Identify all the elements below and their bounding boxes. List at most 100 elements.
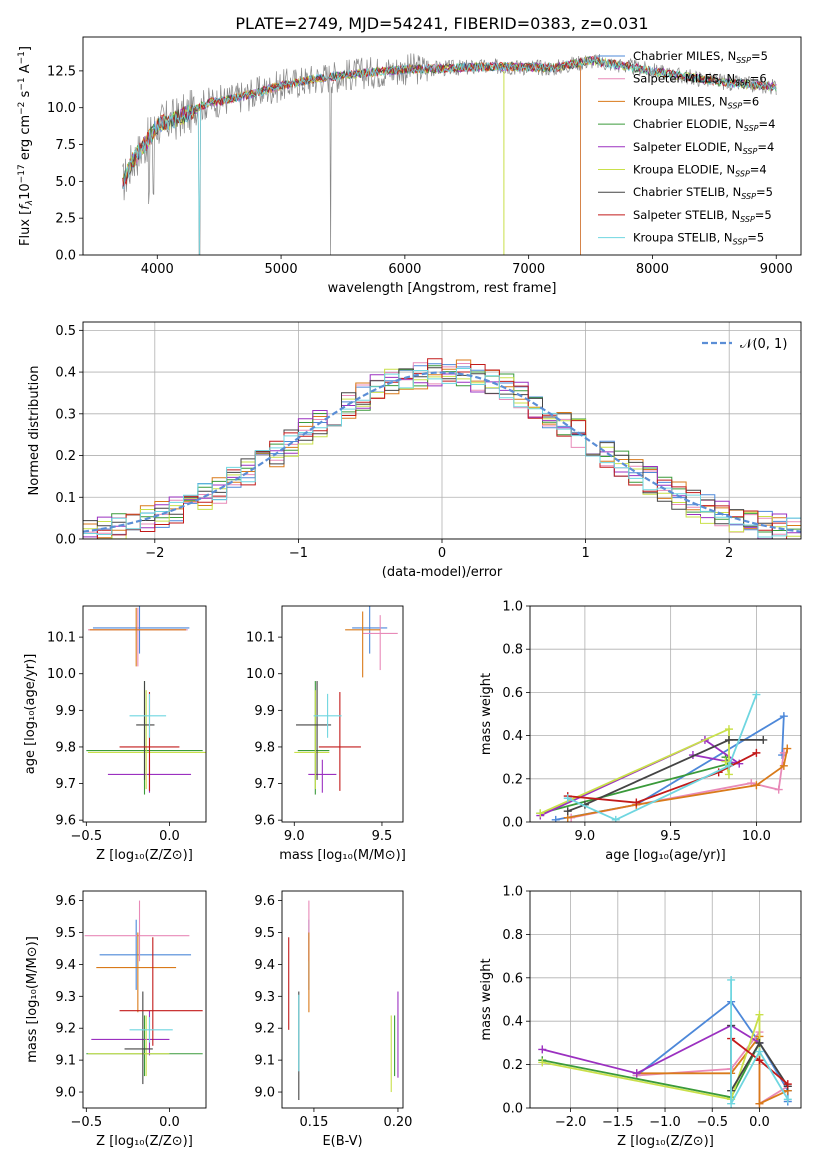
weight-marker-salpeter_miles <box>774 785 783 794</box>
legend-sub: SSP <box>741 192 756 201</box>
legend-entry: 𝒩(0, 1) <box>740 337 787 352</box>
x-tick-label: 6000 <box>388 262 421 277</box>
weight-marker-kroupa_stelib <box>724 761 733 770</box>
weight-marker-chabrier_miles <box>551 815 560 822</box>
weight-line-salpeter_stelib <box>567 752 757 804</box>
x-tick-label: 4000 <box>141 262 174 277</box>
y-tick-label: 0.4 <box>55 366 76 381</box>
legend-tail: =4 <box>757 140 774 154</box>
legend-tail: =4 <box>759 117 776 131</box>
y-axis-label: Normed distribution <box>27 366 42 496</box>
x-tick-label: 5000 <box>265 262 298 277</box>
y-label-part: −17 <box>17 164 27 183</box>
y-tick-label: 0.6 <box>502 971 523 986</box>
y-tick-label: 9.2 <box>55 1022 76 1037</box>
weight-line-chabrier_miles <box>555 714 785 821</box>
y-tick-label: 9.5 <box>55 926 76 941</box>
histogram-kroupa_stelib <box>83 368 801 538</box>
y-axis-label: mass weight <box>479 673 494 755</box>
x-tick-label: 0.20 <box>383 1115 412 1130</box>
weight-marker-salpeter_stelib <box>783 1080 792 1089</box>
y-label-part: −2 <box>17 102 27 115</box>
legend-sub: SSP <box>740 215 755 224</box>
weight-marker-kroupa_stelib <box>727 1099 736 1108</box>
y-tick-label: 9.0 <box>55 1086 76 1101</box>
x-axis-label: age [log₁₀(age/yr)] <box>605 848 726 863</box>
weight-marker-kroupa_stelib <box>611 815 620 822</box>
weight-marker-kroupa_stelib <box>563 794 572 803</box>
y-tick-label: 10.1 <box>47 631 76 646</box>
y-tick-label: 0.8 <box>502 643 523 658</box>
x-tick-label: −2 <box>145 546 164 561</box>
legend-entry: Kroupa STELIB, NSSP=5 <box>633 231 764 247</box>
weight-marker-salpeter_elodie <box>538 1045 547 1054</box>
y-label-part: Flux [ <box>18 210 33 246</box>
panel-weight_vs_age: 9.0 9.5 10.0 0.0 0.2 0.4 0.6 0.8 1.0 age [log₁₀(a… <box>479 600 802 863</box>
y-tick-label: 9.9 <box>254 704 275 719</box>
axes-frame <box>281 890 404 1109</box>
x-tick-label: 1 <box>581 546 589 561</box>
weight-marker-chabrier_stelib <box>755 1038 764 1047</box>
x-axis-label: (data-model)/error <box>382 565 503 580</box>
x-tick-label: 9.0 <box>284 829 305 844</box>
model-chabrier_stelib <box>122 56 777 188</box>
x-tick-label: −0.5 <box>71 829 103 844</box>
y-label-part: A <box>18 64 33 77</box>
axes-frame <box>281 605 404 823</box>
legend-tail: =6 <box>750 72 767 86</box>
y-tick-label: 0.0 <box>55 249 76 264</box>
legend-entry: Kroupa ELODIE, NSSP=4 <box>633 163 767 179</box>
y-tick-label: 9.6 <box>254 894 275 909</box>
weight-marker-kroupa_elodie <box>724 725 733 734</box>
legend-text: Salpeter STELIB, N <box>633 208 740 222</box>
plot-area <box>530 606 801 822</box>
legend-sub: SSP <box>735 170 750 179</box>
normal-curve <box>83 371 801 533</box>
y-tick-label: 9.7 <box>55 777 76 792</box>
x-tick-label: −1.5 <box>602 1115 634 1130</box>
panel-residuals: −2 −1 0 1 2 0.0 0.1 0.2 0.3 0.4 0.5 (data-model)/er… <box>27 321 802 580</box>
axes-frame <box>529 605 802 823</box>
legend-text: Chabrier MILES, N <box>633 49 736 63</box>
y-tick-label: 9.9 <box>55 704 76 719</box>
y-label-part: s <box>18 90 33 101</box>
y-tick-label: 9.4 <box>254 958 275 973</box>
y-tick-label: 0.4 <box>502 729 523 744</box>
panel-weight_vs_Z: −2.0 −1.5 −1.0 −0.5 0.0 0.0 0.2 0.4 0.6 0.8 1.0 Z [… <box>479 885 802 1149</box>
axes-frame <box>529 890 802 1109</box>
weight-line-kroupa_elodie <box>542 1014 761 1101</box>
weight-marker-chabrier_stelib <box>563 807 572 816</box>
weight-marker-kroupa_elodie <box>721 757 730 766</box>
y-tick-label: 0.5 <box>55 324 76 339</box>
weight-marker-salpeter_elodie <box>632 1069 641 1078</box>
y-tick-label: 9.6 <box>55 814 76 829</box>
y-tick-label: 10.1 <box>246 631 275 646</box>
plot-area <box>122 53 777 255</box>
x-tick-label: −1 <box>289 546 308 561</box>
y-label-part: −1 <box>17 51 27 64</box>
plot-area <box>83 322 801 539</box>
weight-marker-chabrier_stelib <box>759 735 768 744</box>
legend-tail: =4 <box>750 163 767 177</box>
weight-marker-kroupa_stelib <box>783 1095 792 1104</box>
weight-line-kroupa_stelib <box>730 980 789 1105</box>
legend-tail: =5 <box>751 49 768 63</box>
y-label-part: erg cm <box>18 115 33 164</box>
weight-line-salpeter_elodie <box>539 738 740 817</box>
legend-entry: Salpeter STELIB, NSSP=5 <box>633 208 772 224</box>
x-tick-label: 9.5 <box>372 829 393 844</box>
weight-marker-kroupa_elodie <box>724 770 733 779</box>
histogram-salpeter_stelib <box>83 358 801 539</box>
y-axis-label: mass weight <box>479 958 494 1040</box>
legend-text: Chabrier STELIB, N <box>633 185 741 199</box>
panel-age_vs_Z: −0.5 0.0 9.6 9.7 9.8 9.9 10.0 10.1 Z [log₁₀(Z/Z⊙… <box>23 605 207 863</box>
y-tick-label: 10.0 <box>246 667 275 682</box>
weight-marker-chabrier_stelib <box>724 735 733 744</box>
legend-tail: =5 <box>747 231 764 245</box>
x-tick-label: 8000 <box>636 262 669 277</box>
x-tick-label: 2 <box>725 546 733 561</box>
y-label-part: −1 <box>17 77 27 90</box>
y-tick-label: 0.0 <box>502 816 523 831</box>
plot-area <box>84 900 203 1085</box>
y-tick-label: 0.2 <box>502 1058 523 1073</box>
